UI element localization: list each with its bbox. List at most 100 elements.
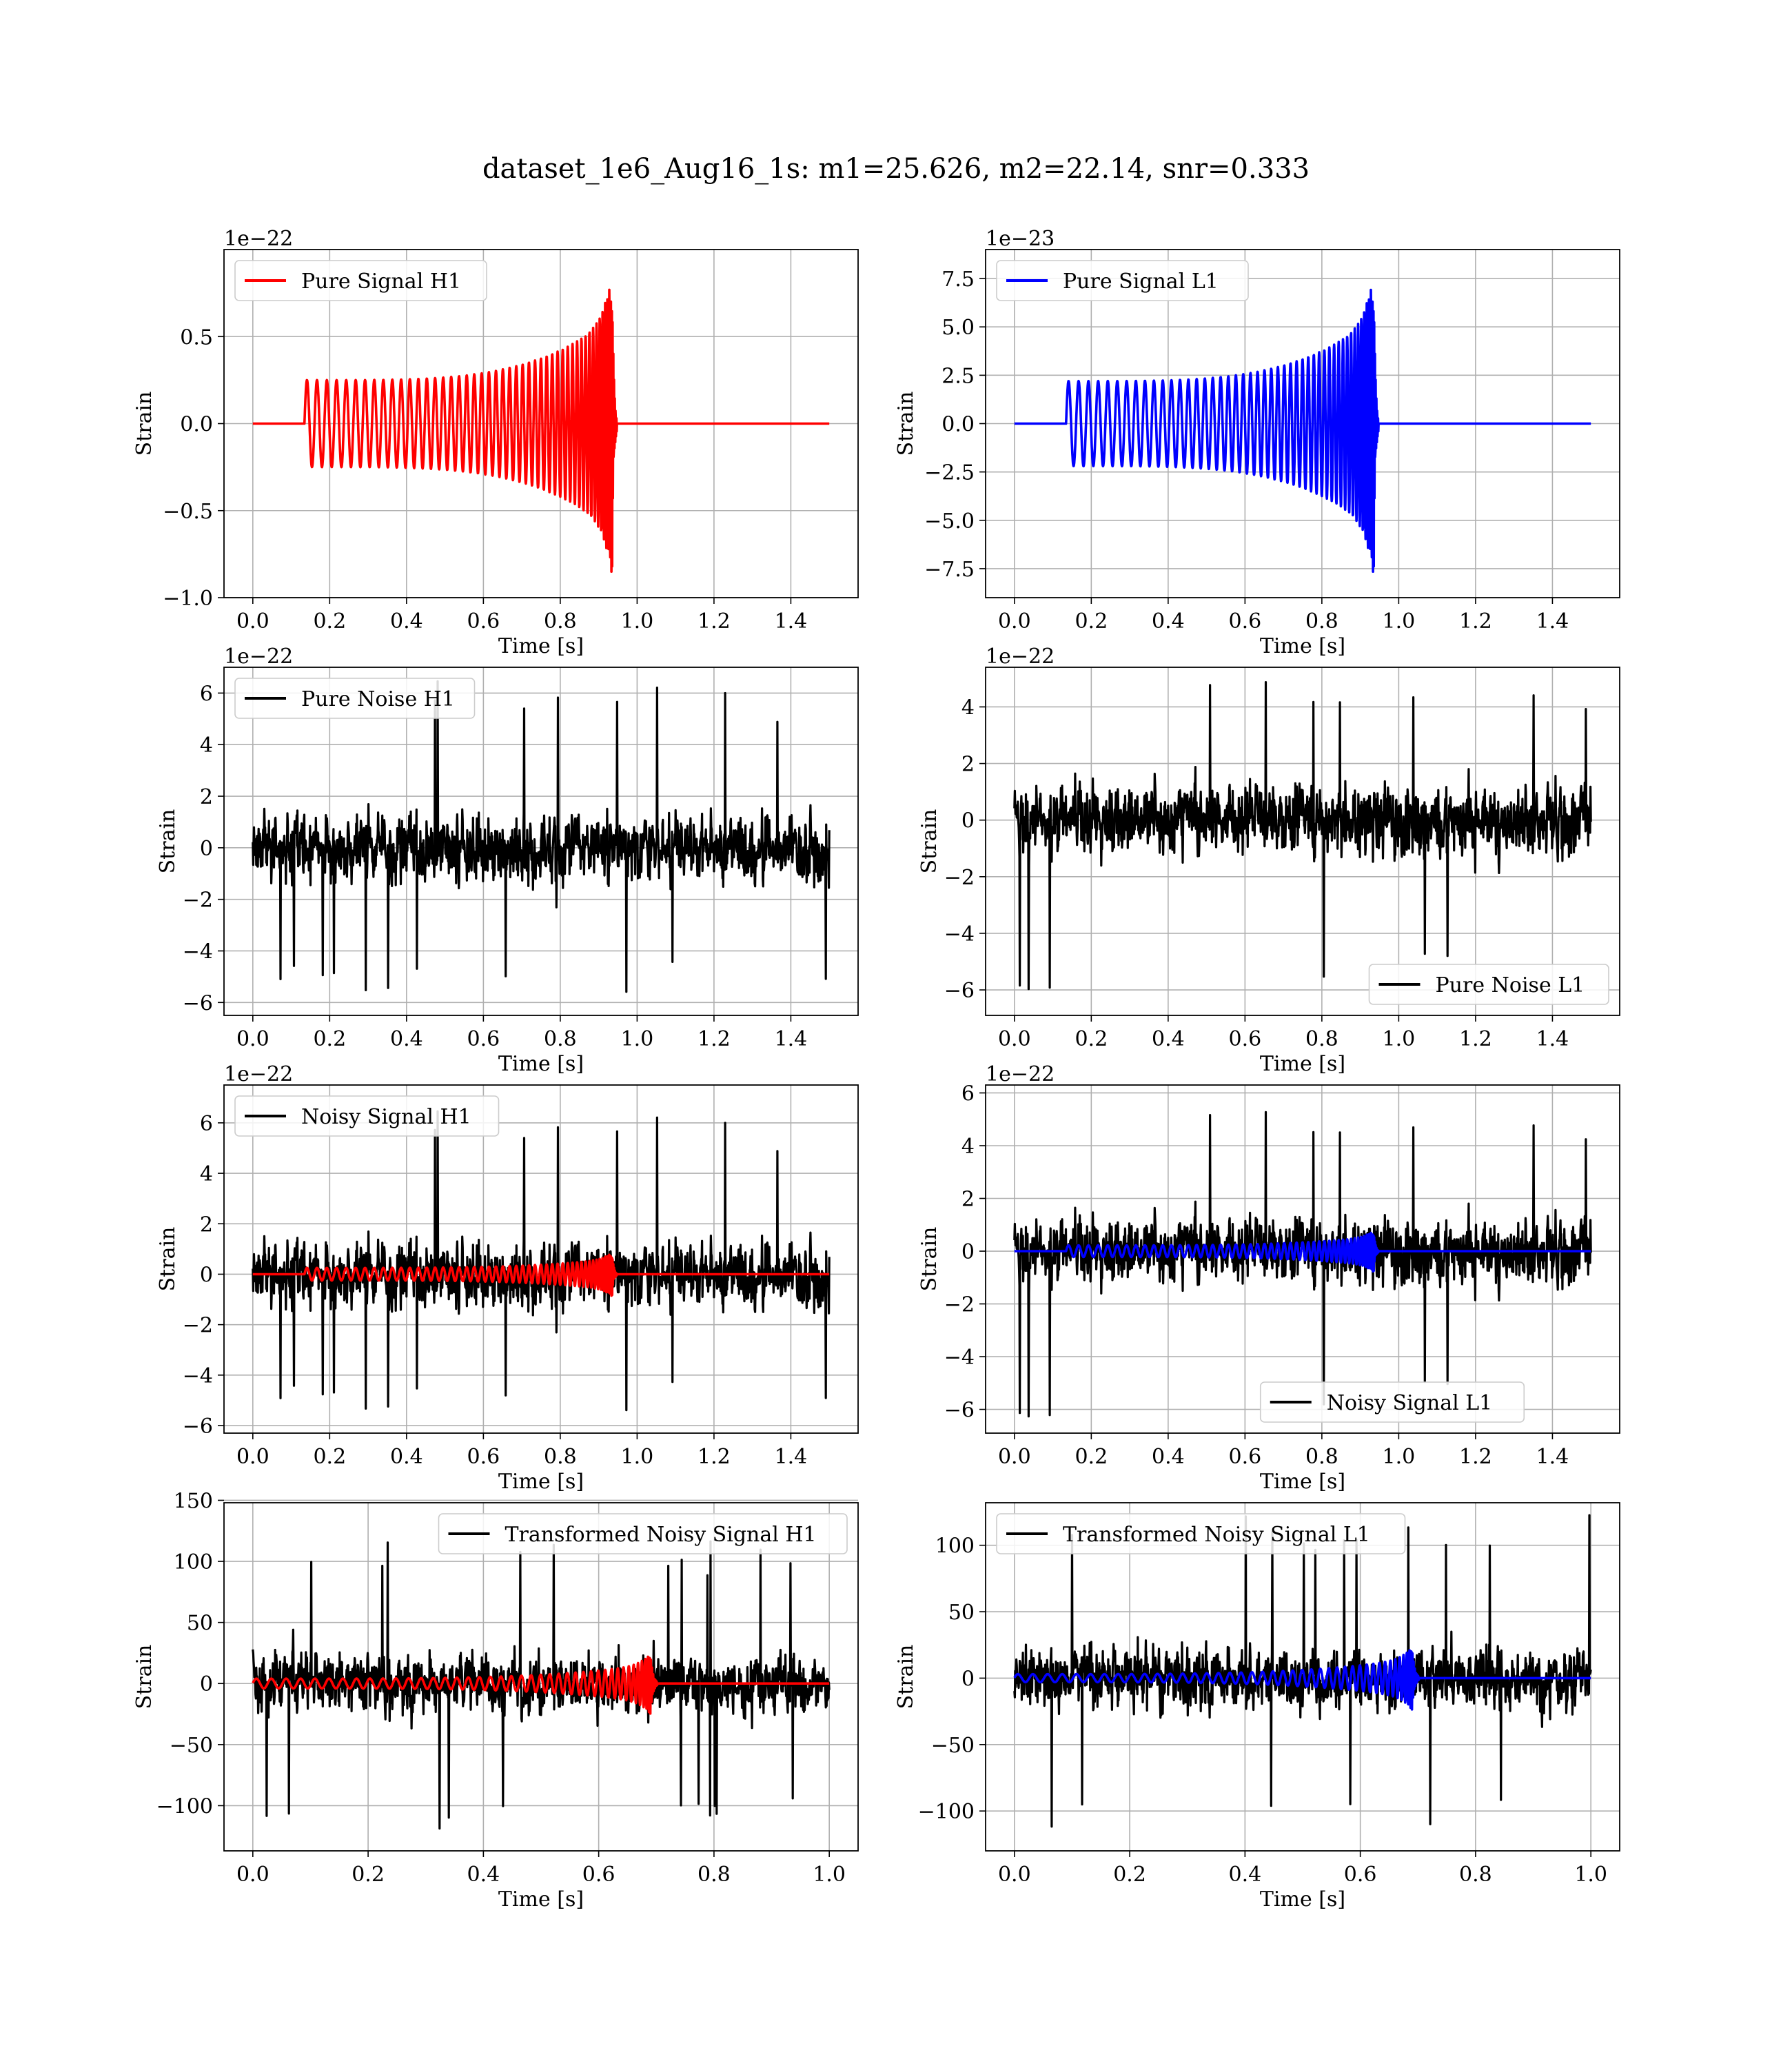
legend: Noisy Signal L1 — [1259, 1381, 1525, 1423]
y-tick-label: −2 — [183, 1314, 213, 1338]
series-line-pure-signal-l1 — [1013, 288, 1592, 573]
y-tick-label: −6 — [944, 1399, 975, 1423]
subplot-3: 0.0 0.2 0.4 0.6 0.8 1.0 1.2 1.4 −6 −4 −2 0 2 4 6 Time [… — [156, 645, 859, 1076]
y-tick-label: 5.0 — [941, 316, 975, 340]
legend-box — [996, 1513, 1406, 1554]
x-tick-label: 1.0 — [1383, 1445, 1416, 1469]
y-tick-label: 2 — [200, 1213, 213, 1237]
x-tick-label: 0.0 — [236, 609, 269, 633]
series-line-transformed-noisy-signal-l1 — [1013, 1514, 1592, 1828]
y-axis-label: Strain — [132, 1645, 156, 1710]
x-tick-label: 0.4 — [390, 1445, 423, 1469]
y-tick-label: 4 — [961, 696, 975, 720]
subplot-6: 0.0 0.2 0.4 0.6 0.8 1.0 1.2 1.4 −6 −4 −2 0 2 4 6 Time [… — [917, 1062, 1620, 1494]
x-tick-label: 0.8 — [1305, 1027, 1338, 1051]
subplot-5: 0.0 0.2 0.4 0.6 0.8 1.0 1.2 1.4 −6 −4 −2 0 2 4 6 Time [… — [156, 1062, 859, 1494]
series-line-signal-overlay — [252, 1655, 831, 1715]
x-tick-label: 0.2 — [313, 609, 346, 633]
axis-offset-label: 1e−22 — [224, 227, 293, 251]
legend-box — [1368, 964, 1609, 1005]
legend: Transformed Noisy Signal L1 — [996, 1513, 1406, 1554]
axis-offset-label: 1e−23 — [986, 227, 1055, 251]
y-tick-label: 6 — [200, 1112, 213, 1136]
legend: Pure Signal H1 — [234, 260, 487, 301]
legend: Noisy Signal H1 — [234, 1095, 500, 1137]
axis-offset-label: 1e−22 — [986, 645, 1055, 669]
x-tick-label: 1.0 — [1383, 1027, 1416, 1051]
y-axis-label: Strain — [894, 392, 918, 456]
series-line-signal-overlay — [1013, 1649, 1592, 1711]
x-tick-label: 0.6 — [467, 1445, 500, 1469]
x-tick-label: 0.6 — [1344, 1863, 1377, 1887]
series-line-noisy-signal-l1 — [1013, 1111, 1592, 1418]
x-tick-label: 0.0 — [236, 1445, 269, 1469]
x-tick-label: 1.0 — [621, 609, 654, 633]
y-tick-label: −4 — [944, 922, 975, 946]
x-tick-label: 0.0 — [236, 1027, 269, 1051]
y-tick-label: 6 — [200, 682, 213, 706]
x-tick-label: 1.4 — [1536, 1027, 1569, 1051]
y-tick-label: −6 — [183, 991, 213, 1015]
x-tick-label: 1.4 — [775, 609, 808, 633]
x-tick-label: 0.6 — [582, 1863, 615, 1887]
legend-label: Pure Signal H1 — [301, 270, 461, 294]
axes-frame — [985, 249, 1620, 598]
x-axis-label: Time [s] — [498, 1887, 584, 1912]
legend-box — [438, 1513, 848, 1554]
x-tick-label: 0.2 — [352, 1863, 385, 1887]
legend-box — [234, 678, 476, 719]
x-tick-label: 0.6 — [467, 1027, 500, 1051]
axes-frame — [223, 249, 859, 598]
y-tick-label: 0 — [200, 837, 213, 861]
legend: Pure Signal L1 — [996, 260, 1249, 301]
y-tick-label: 50 — [187, 1612, 213, 1636]
x-tick-label: 0.8 — [544, 1027, 577, 1051]
axes-frame — [985, 1502, 1620, 1852]
figure-title: dataset_1e6_Aug16_1s: m1=25.626, m2=22.1… — [482, 153, 1310, 185]
x-tick-label: 1.2 — [698, 1027, 731, 1051]
y-tick-label: −2 — [183, 889, 213, 913]
legend-label: Pure Signal L1 — [1063, 270, 1219, 294]
legend-box — [234, 260, 487, 301]
x-tick-label: 1.4 — [775, 1445, 808, 1469]
x-tick-label: 1.2 — [1459, 1445, 1492, 1469]
x-tick-label: 1.0 — [621, 1027, 654, 1051]
y-tick-label: −100 — [156, 1794, 213, 1818]
series-line-pure-signal-h1 — [252, 288, 831, 573]
x-tick-label: 0.2 — [313, 1445, 346, 1469]
x-axis-label: Time [s] — [498, 1052, 584, 1076]
y-tick-label: 100 — [174, 1550, 213, 1574]
x-tick-label: 1.0 — [1574, 1863, 1607, 1887]
y-tick-label: 7.5 — [941, 267, 975, 292]
x-tick-label: 0.0 — [998, 1863, 1031, 1887]
x-tick-label: 0.2 — [1075, 609, 1108, 633]
y-tick-label: 0.5 — [180, 325, 213, 349]
x-tick-label: 0.0 — [998, 1445, 1031, 1469]
y-tick-label: 6 — [961, 1082, 975, 1106]
y-tick-label: 0.0 — [941, 413, 975, 437]
legend-label: Transformed Noisy Signal H1 — [505, 1523, 817, 1547]
x-axis-label: Time [s] — [1260, 634, 1345, 658]
x-tick-label: 1.2 — [1459, 1027, 1492, 1051]
x-tick-label: 0.8 — [1305, 609, 1338, 633]
series-line-pure-noise-h1 — [252, 680, 831, 993]
y-tick-label: −4 — [183, 940, 213, 964]
x-axis-label: Time [s] — [1260, 1470, 1345, 1494]
legend-label: Noisy Signal L1 — [1327, 1391, 1492, 1415]
x-tick-label: 0.8 — [544, 1445, 577, 1469]
x-tick-label: 1.4 — [1536, 609, 1569, 633]
x-tick-label: 1.4 — [775, 1027, 808, 1051]
series-line-pure-noise-l1 — [1013, 681, 1592, 991]
x-tick-label: 0.6 — [1229, 1445, 1262, 1469]
y-tick-label: 4 — [200, 1162, 213, 1186]
subplot-8: 0.0 0.2 0.4 0.6 0.8 1.0 −100 −50 0 50 100 Time [s] S… — [894, 1502, 1620, 1912]
y-tick-label: −100 — [918, 1800, 975, 1824]
y-tick-label: −4 — [944, 1346, 975, 1370]
x-tick-label: 1.2 — [1459, 609, 1492, 633]
axis-offset-label: 1e−22 — [224, 645, 293, 669]
y-tick-label: 0 — [961, 1240, 975, 1264]
x-tick-label: 0.8 — [544, 609, 577, 633]
x-tick-label: 1.0 — [1383, 609, 1416, 633]
y-tick-label: −5.0 — [924, 509, 975, 534]
